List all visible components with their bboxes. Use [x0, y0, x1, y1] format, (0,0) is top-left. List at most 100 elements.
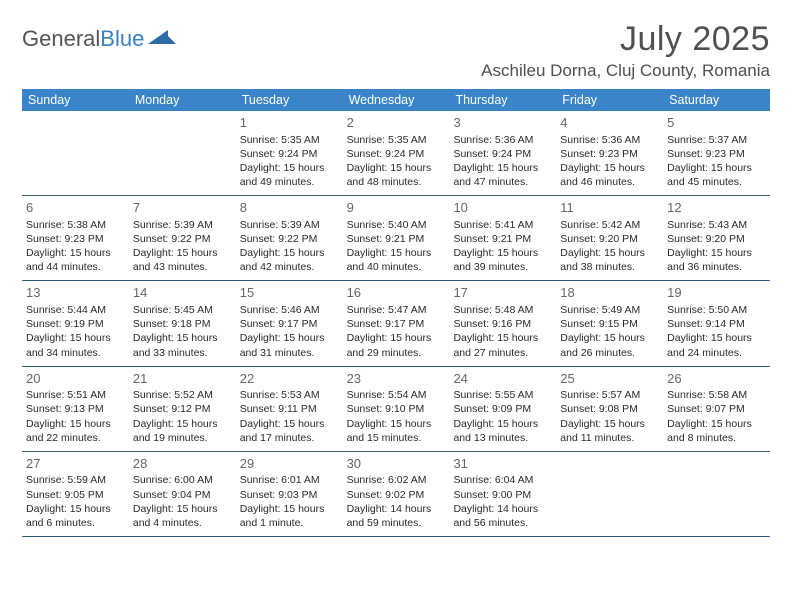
sunrise-text: Sunrise: 6:04 AM: [453, 473, 552, 487]
sunset-text: Sunset: 9:10 PM: [347, 402, 446, 416]
daylight-text: Daylight: 15 hours and 22 minutes.: [26, 417, 125, 445]
day-number: 10: [453, 199, 552, 217]
week-row: 6Sunrise: 5:38 AMSunset: 9:23 PM Daylight…: [22, 196, 770, 281]
day-number: 22: [240, 370, 339, 388]
sunset-text: Sunset: 9:03 PM: [240, 488, 339, 502]
day-number: 25: [560, 370, 659, 388]
sunrise-text: Sunrise: 5:45 AM: [133, 303, 232, 317]
day-cell: 1Sunrise: 5:35 AMSunset: 9:24 PMDaylight…: [236, 111, 343, 195]
day-number: 21: [133, 370, 232, 388]
day-number: 16: [347, 284, 446, 302]
daylight-text: Daylight: 14 hours and 59 minutes.: [347, 502, 446, 530]
sunset-text: Sunset: 9:00 PM: [453, 488, 552, 502]
day-number: 5: [667, 114, 766, 132]
sunrise-text: Sunrise: 5:42 AM: [560, 218, 659, 232]
daylight-text: Daylight: 15 hours and 34 minutes.: [26, 331, 125, 359]
daylight-text: Daylight: 15 hours and 1 minute.: [240, 502, 339, 530]
sunrise-text: Sunrise: 5:59 AM: [26, 473, 125, 487]
day-cell: [663, 452, 770, 536]
sunset-text: Sunset: 9:22 PM: [240, 232, 339, 246]
day-number: 30: [347, 455, 446, 473]
day-number: 13: [26, 284, 125, 302]
day-cell: 11Sunrise: 5:42 AMSunset: 9:20 PMDayligh…: [556, 196, 663, 280]
day-cell: 29Sunrise: 6:01 AMSunset: 9:03 PMDayligh…: [236, 452, 343, 536]
sunrise-text: Sunrise: 5:44 AM: [26, 303, 125, 317]
day-cell: 19Sunrise: 5:50 AMSunset: 9:14 PMDayligh…: [663, 281, 770, 365]
sunrise-text: Sunrise: 5:38 AM: [26, 218, 125, 232]
day-cell: [129, 111, 236, 195]
day-number: 28: [133, 455, 232, 473]
week-row: 13Sunrise: 5:44 AMSunset: 9:19 PMDayligh…: [22, 281, 770, 366]
day-cell: 13Sunrise: 5:44 AMSunset: 9:19 PMDayligh…: [22, 281, 129, 365]
day-cell: 2Sunrise: 5:35 AMSunset: 9:24 PMDaylight…: [343, 111, 450, 195]
logo-part2: Blue: [100, 26, 144, 51]
page-title: July 2025: [481, 20, 770, 59]
calendar: Sunday Monday Tuesday Wednesday Thursday…: [22, 89, 770, 537]
sunrise-text: Sunrise: 5:54 AM: [347, 388, 446, 402]
daylight-text: Daylight: 15 hours and 38 minutes.: [560, 246, 659, 274]
sunset-text: Sunset: 9:17 PM: [240, 317, 339, 331]
sunset-text: Sunset: 9:19 PM: [26, 317, 125, 331]
weekday-label: Monday: [129, 89, 236, 111]
sunset-text: Sunset: 9:07 PM: [667, 402, 766, 416]
day-cell: 8Sunrise: 5:39 AMSunset: 9:22 PMDaylight…: [236, 196, 343, 280]
day-cell: 9Sunrise: 5:40 AMSunset: 9:21 PMDaylight…: [343, 196, 450, 280]
sunset-text: Sunset: 9:24 PM: [453, 147, 552, 161]
day-cell: 26Sunrise: 5:58 AMSunset: 9:07 PMDayligh…: [663, 367, 770, 451]
sunrise-text: Sunrise: 5:46 AM: [240, 303, 339, 317]
day-cell: 18Sunrise: 5:49 AMSunset: 9:15 PMDayligh…: [556, 281, 663, 365]
weekday-header: Sunday Monday Tuesday Wednesday Thursday…: [22, 89, 770, 111]
logo-part1: General: [22, 26, 100, 51]
day-cell: [556, 452, 663, 536]
daylight-text: Daylight: 15 hours and 15 minutes.: [347, 417, 446, 445]
day-number: 23: [347, 370, 446, 388]
daylight-text: Daylight: 15 hours and 19 minutes.: [133, 417, 232, 445]
header: GeneralBlue July 2025 Aschileu Dorna, Cl…: [22, 20, 770, 81]
sunrise-text: Sunrise: 5:57 AM: [560, 388, 659, 402]
day-number: 6: [26, 199, 125, 217]
week-row: 20Sunrise: 5:51 AMSunset: 9:13 PMDayligh…: [22, 367, 770, 452]
title-block: July 2025 Aschileu Dorna, Cluj County, R…: [481, 20, 770, 81]
sunset-text: Sunset: 9:08 PM: [560, 402, 659, 416]
day-cell: 25Sunrise: 5:57 AMSunset: 9:08 PMDayligh…: [556, 367, 663, 451]
day-number: 1: [240, 114, 339, 132]
day-number: 17: [453, 284, 552, 302]
day-number: 9: [347, 199, 446, 217]
day-cell: 6Sunrise: 5:38 AMSunset: 9:23 PMDaylight…: [22, 196, 129, 280]
sunrise-text: Sunrise: 5:50 AM: [667, 303, 766, 317]
sunset-text: Sunset: 9:12 PM: [133, 402, 232, 416]
day-cell: 22Sunrise: 5:53 AMSunset: 9:11 PMDayligh…: [236, 367, 343, 451]
daylight-text: Daylight: 15 hours and 6 minutes.: [26, 502, 125, 530]
daylight-text: Daylight: 15 hours and 27 minutes.: [453, 331, 552, 359]
sunrise-text: Sunrise: 5:49 AM: [560, 303, 659, 317]
day-cell: 20Sunrise: 5:51 AMSunset: 9:13 PMDayligh…: [22, 367, 129, 451]
daylight-text: Daylight: 15 hours and 47 minutes.: [453, 161, 552, 189]
sunrise-text: Sunrise: 5:39 AM: [133, 218, 232, 232]
daylight-text: Daylight: 15 hours and 24 minutes.: [667, 331, 766, 359]
day-cell: 21Sunrise: 5:52 AMSunset: 9:12 PMDayligh…: [129, 367, 236, 451]
daylight-text: Daylight: 15 hours and 43 minutes.: [133, 246, 232, 274]
day-number: 4: [560, 114, 659, 132]
day-cell: 17Sunrise: 5:48 AMSunset: 9:16 PMDayligh…: [449, 281, 556, 365]
sunrise-text: Sunrise: 5:37 AM: [667, 133, 766, 147]
day-number: 19: [667, 284, 766, 302]
sunset-text: Sunset: 9:14 PM: [667, 317, 766, 331]
location: Aschileu Dorna, Cluj County, Romania: [481, 61, 770, 81]
weekday-label: Thursday: [449, 89, 556, 111]
sunset-text: Sunset: 9:23 PM: [26, 232, 125, 246]
sunrise-text: Sunrise: 5:52 AM: [133, 388, 232, 402]
day-cell: 7Sunrise: 5:39 AMSunset: 9:22 PMDaylight…: [129, 196, 236, 280]
day-cell: 15Sunrise: 5:46 AMSunset: 9:17 PMDayligh…: [236, 281, 343, 365]
sunset-text: Sunset: 9:11 PM: [240, 402, 339, 416]
day-cell: 30Sunrise: 6:02 AMSunset: 9:02 PMDayligh…: [343, 452, 450, 536]
weekday-label: Wednesday: [343, 89, 450, 111]
day-number: 27: [26, 455, 125, 473]
day-cell: 4Sunrise: 5:36 AMSunset: 9:23 PMDaylight…: [556, 111, 663, 195]
sunrise-text: Sunrise: 5:53 AM: [240, 388, 339, 402]
daylight-text: Daylight: 15 hours and 11 minutes.: [560, 417, 659, 445]
sunrise-text: Sunrise: 5:48 AM: [453, 303, 552, 317]
sunrise-text: Sunrise: 5:41 AM: [453, 218, 552, 232]
daylight-text: Daylight: 15 hours and 46 minutes.: [560, 161, 659, 189]
weekday-label: Saturday: [663, 89, 770, 111]
weekday-label: Tuesday: [236, 89, 343, 111]
